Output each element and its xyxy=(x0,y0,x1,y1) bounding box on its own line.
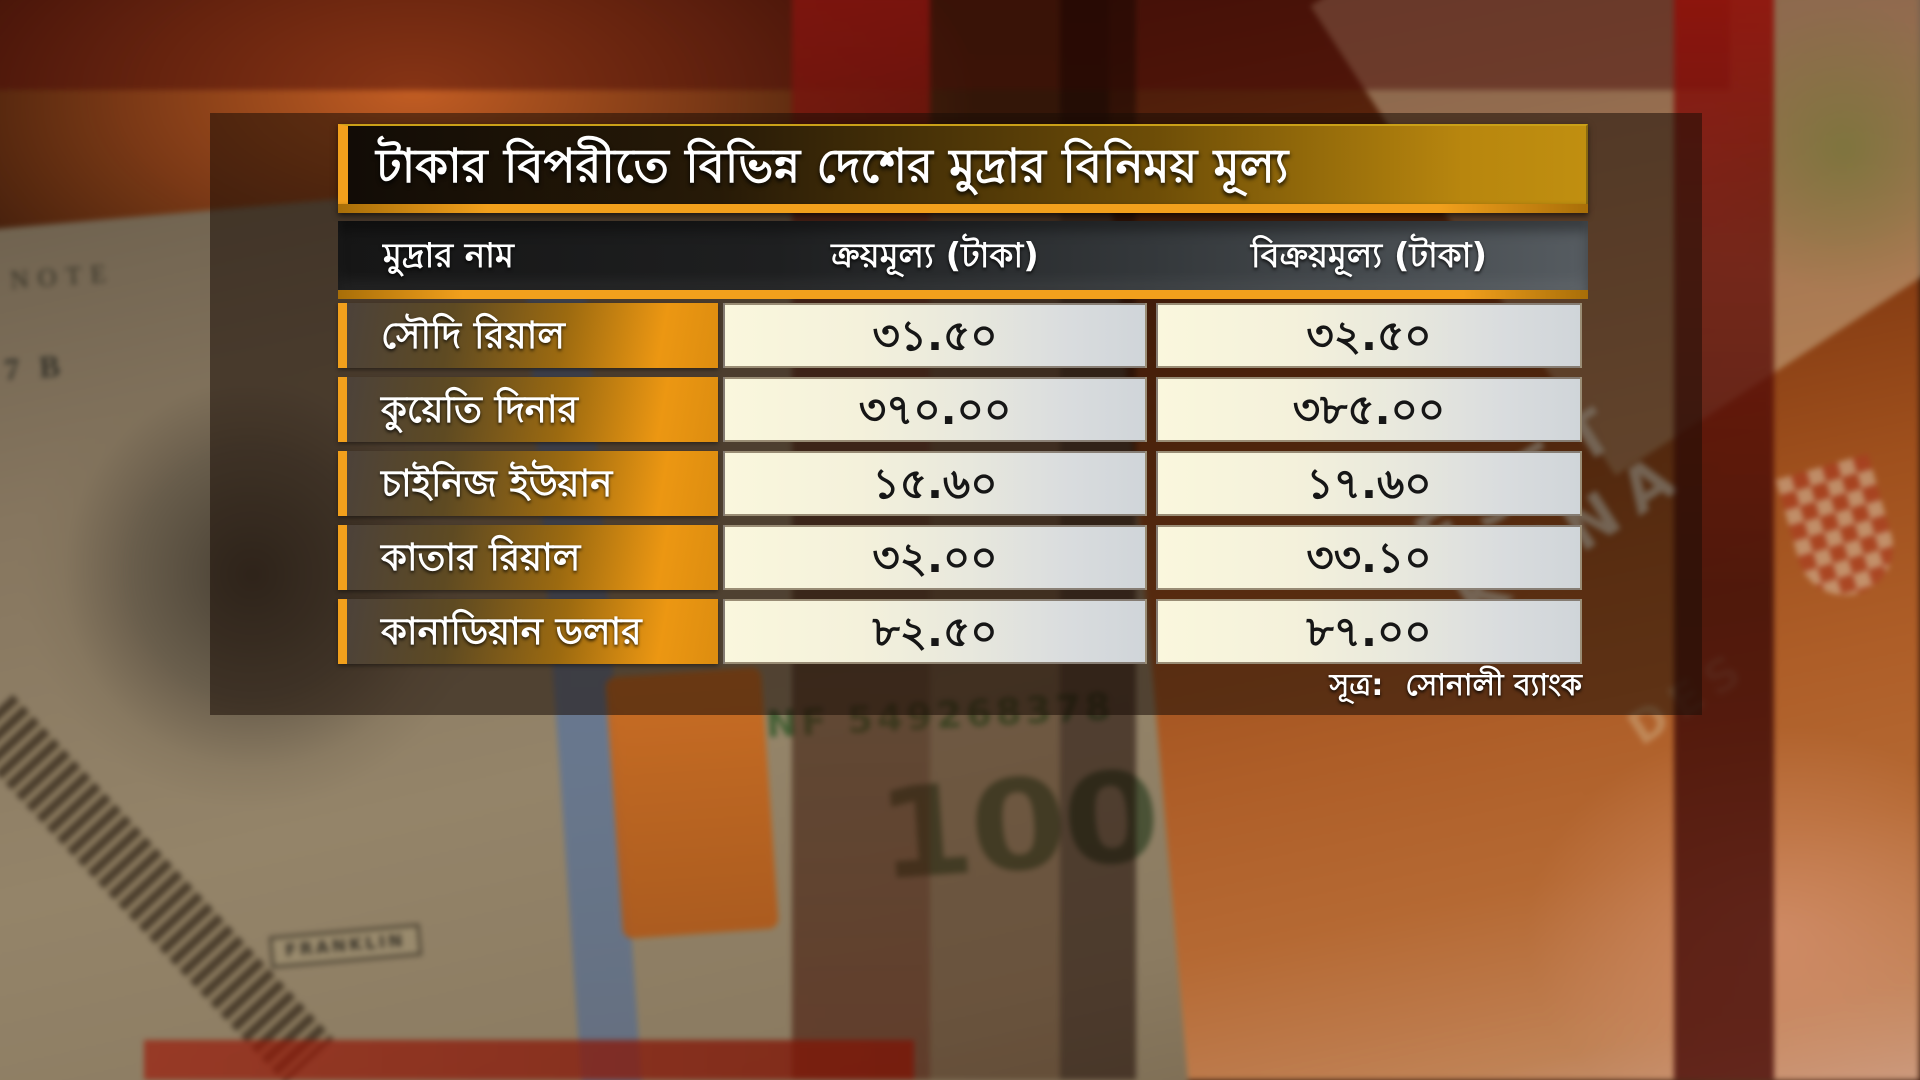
buy-value: ৩১.৫০ xyxy=(723,303,1147,368)
table-row: কানাডিয়ান ডলার ৮২.৫০ ৮৭.০০ xyxy=(338,599,1588,664)
table-row: সৌদি রিয়াল ৩১.৫০ ৩২.৫০ xyxy=(338,303,1588,368)
currency-name: কুয়েতি দিনার xyxy=(338,377,718,442)
sell-value: ৩৩.১০ xyxy=(1156,525,1582,590)
sell-value: ৮৭.০০ xyxy=(1156,599,1582,664)
source-value: সোনালী ব্যাংক xyxy=(1405,668,1582,703)
currency-name: কানাডিয়ান ডলার xyxy=(338,599,718,664)
column-header-sell: বিক্রয়মূল্য (টাকা) xyxy=(1250,236,1488,276)
table-row: কাতার রিয়াল ৩২.০০ ৩৩.১০ xyxy=(338,525,1588,590)
source-label: সূত্র: xyxy=(1329,668,1384,703)
column-header-buy: ক্রয়মূল্য (টাকা) xyxy=(831,236,1039,276)
table-row: কুয়েতি দিনার ৩৭০.০০ ৩৮৫.০০ xyxy=(338,377,1588,442)
source-attribution: সূত্র: সোনালী ব্যাংক xyxy=(1000,664,1582,708)
red-strip-bottom xyxy=(144,1040,914,1080)
buy-value: ৩২.০০ xyxy=(723,525,1147,590)
currency-name: চাইনিজ ইউয়ান xyxy=(338,451,718,516)
bill-denom-text: 7 B xyxy=(2,347,68,388)
table-header-row: মুদ্রার নাম ক্রয়মূল্য (টাকা) বিক্রয়মূল… xyxy=(338,221,1588,290)
buy-value: ৮২.৫০ xyxy=(723,599,1147,664)
table-row: চাইনিজ ইউয়ান ১৫.৬০ ১৭.৬০ xyxy=(338,451,1588,516)
sell-value: ১৭.৬০ xyxy=(1156,451,1582,516)
title-bar: টাকার বিপরীতে বিভিন্ন দেশের মুদ্রার বিনি… xyxy=(338,124,1588,204)
buy-value: ১৫.৬০ xyxy=(723,451,1147,516)
sell-value: ৩৮৫.০০ xyxy=(1156,377,1582,442)
sell-value: ৩২.৫০ xyxy=(1156,303,1582,368)
page-title: টাকার বিপরীতে বিভিন্ন দেশের মুদ্রার বিনি… xyxy=(376,139,1289,194)
buy-value: ৩৭০.০০ xyxy=(723,377,1147,442)
title-underline xyxy=(338,204,1588,213)
header-underline xyxy=(338,290,1588,299)
column-header-currency: মুদ্রার নাম xyxy=(383,236,514,276)
currency-name: কাতার রিয়াল xyxy=(338,525,718,590)
currency-name: সৌদি রিয়াল xyxy=(338,303,718,368)
